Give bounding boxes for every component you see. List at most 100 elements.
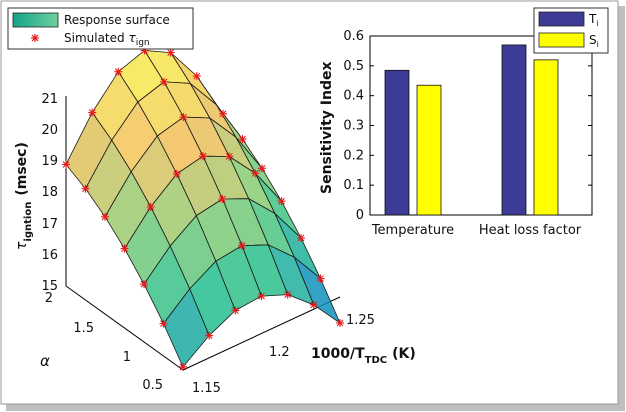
- simulated-marker: [101, 212, 109, 221]
- z-tick-labels: 15 16 17 18 19 20 21: [41, 92, 58, 294]
- bar-y-tick-label: 0.1: [343, 178, 364, 193]
- x-axis-label-main: 1000/T: [311, 346, 365, 362]
- simulated-marker: [140, 280, 148, 289]
- x-tick-label: 1.2: [269, 345, 290, 360]
- x-tick-label: 1.15: [192, 381, 221, 396]
- simulated-marker: [88, 108, 97, 117]
- alpha-tick-label: 1.5: [73, 321, 94, 336]
- y-axis-line: [65, 285, 184, 371]
- bar-y-tick-label: 0.2: [343, 148, 364, 163]
- simulated-marker: [238, 241, 246, 250]
- bar-category-label: Heat loss factor: [479, 223, 582, 238]
- bar-y-tick-label: 0.4: [343, 89, 364, 104]
- axis-walls: [65, 96, 341, 371]
- z-axis-label-main: τ: [14, 241, 30, 250]
- simulated-marker: [309, 300, 318, 309]
- simulated-marker: [258, 164, 266, 173]
- svg-text:Ti: Ti: [588, 12, 599, 28]
- simulated-marker: [225, 152, 234, 161]
- x-axis-label: 1000/TTDC (K): [311, 346, 416, 366]
- surface-patch: [163, 288, 210, 368]
- bar-s-heat-loss: [533, 59, 559, 216]
- z-tick-label: 19: [41, 154, 58, 169]
- z-tick-label: 21: [41, 92, 58, 107]
- z-axis-label-sub: igntion: [23, 202, 34, 242]
- surface-swatch: [12, 12, 59, 28]
- simulated-marker: [316, 274, 325, 283]
- si-swatch: [538, 32, 585, 48]
- bars: [384, 44, 559, 216]
- z-tick-label: 17: [41, 217, 58, 232]
- simulated-marker: [257, 292, 266, 301]
- ti-swatch: [538, 11, 585, 27]
- bar-y-tick-label: 0: [356, 208, 364, 223]
- simulated-marker: [120, 244, 129, 253]
- simulated-marker: [166, 48, 175, 57]
- simulated-marker: [114, 67, 123, 76]
- x-axis-label-sub: TDC: [365, 355, 387, 366]
- si-legend-sub: i: [597, 40, 599, 49]
- x-tick-label: 1.25: [346, 313, 375, 328]
- alpha-axis-label: α: [40, 352, 50, 370]
- simulated-marker: [218, 195, 227, 203]
- simulated-marker: [199, 152, 207, 161]
- bar-s-temperature: [416, 84, 442, 216]
- simulated-marker: [160, 77, 168, 86]
- ti-legend-label: T: [588, 12, 597, 26]
- simulated-marker: [336, 319, 344, 327]
- bar-y-tick-label: 0.5: [343, 59, 364, 74]
- simulated-marker: [283, 290, 292, 299]
- simulated-marker: [192, 72, 201, 81]
- bar-category-label: Temperature: [371, 223, 454, 238]
- z-tick-label: 15: [41, 279, 58, 294]
- surface-chart: 15 16 17 18 19 20 21 0.5 1 1.5 2 1.15 1.…: [7, 7, 416, 396]
- simulated-marker: [146, 202, 155, 211]
- simulated-marker: [219, 109, 227, 118]
- simulated-marker: [159, 319, 168, 328]
- legend-marker-sub: ign: [136, 38, 150, 48]
- simulated-marker: [238, 135, 247, 144]
- svg-text:Si: Si: [589, 33, 599, 49]
- marker-swatch: [31, 34, 39, 42]
- simulated-marker: [205, 331, 214, 340]
- alpha-tick-label: 1: [123, 350, 131, 365]
- z-tick-label: 18: [41, 185, 58, 200]
- z-axis-label: τigntion (msec): [14, 142, 34, 250]
- x-axis-line: [182, 296, 341, 371]
- ti-legend-sub: i: [596, 19, 598, 28]
- svg-text:τigntion(msec): τigntion (msec): [14, 142, 34, 250]
- bar-t-temperature: [384, 69, 410, 216]
- alpha-tick-labels: 0.5 1 1.5 2: [45, 291, 163, 393]
- simulated-marker: [179, 362, 187, 371]
- bar-y-tick-label: 0.3: [343, 119, 364, 134]
- bar-y-tick-label: 0.6: [343, 29, 364, 44]
- legend-surface-label: Response surface: [64, 13, 170, 27]
- simulated-marker: [297, 234, 305, 242]
- alpha-tick-label: 2: [45, 291, 53, 306]
- simulated-marker: [251, 169, 260, 178]
- bar-t-heat-loss: [501, 44, 527, 216]
- surface-legend: Response surface Simulated τign: [7, 7, 194, 50]
- simulated-marker: [81, 184, 90, 193]
- simulated-marker: [62, 160, 70, 169]
- bar-legend: Ti Si: [533, 7, 609, 54]
- simulated-marker: [277, 197, 286, 206]
- bar-y-axis-label: Sensitivity Index: [319, 61, 335, 194]
- z-tick-label: 20: [41, 123, 58, 138]
- simulated-marker: [179, 113, 188, 122]
- legend-marker-label: Simulated: [64, 31, 125, 45]
- alpha-tick-label: 0.5: [142, 378, 163, 393]
- sensitivity-bar-chart: 0 0.1 0.2 0.3 0.4 0.5 0.6 Temperature Heat los…: [319, 7, 609, 238]
- svg-text:1000/TTDC(K): 1000/TTDC (K): [311, 346, 416, 366]
- z-tick-label: 16: [41, 248, 58, 263]
- simulated-marker: [172, 169, 181, 178]
- si-legend-label: S: [589, 33, 597, 47]
- x-axis-label-unit: (K): [392, 346, 416, 362]
- z-axis-label-unit: (msec): [14, 142, 30, 196]
- svg-text:Simulated τign: Simulated τign: [64, 31, 150, 48]
- legend-marker-symbol: τ: [128, 31, 136, 45]
- simulated-marker: [231, 306, 240, 315]
- x-tick-labels: 1.15 1.2 1.25: [192, 313, 375, 396]
- simulated-markers: [62, 46, 344, 371]
